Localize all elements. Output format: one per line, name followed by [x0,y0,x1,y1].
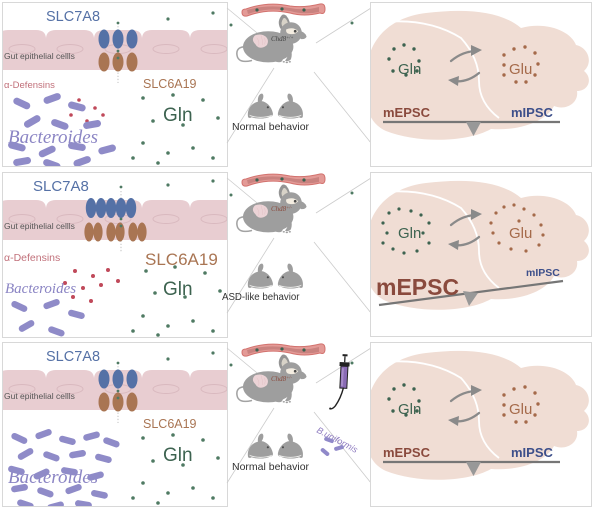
svg-text:Glu: Glu [509,225,532,242]
svg-text:Gln: Gln [163,445,193,466]
svg-text:ASD-like behavior: ASD-like behavior [222,292,300,303]
svg-text:SLC6A19: SLC6A19 [143,77,197,91]
svg-text:SLC6A19: SLC6A19 [145,250,218,269]
svg-text:Glu: Glu [509,401,532,418]
svg-text:Gln: Gln [163,105,193,126]
svg-text:Glu: Glu [509,61,532,78]
svg-text:Gut epithelial cellls: Gut epithelial cellls [4,391,75,401]
svg-text:mEPSC: mEPSC [383,445,431,460]
svg-text:mEPSC: mEPSC [383,105,431,120]
svg-text:SLC7A8: SLC7A8 [46,9,100,25]
svg-text:mIPSC: mIPSC [511,105,554,120]
svg-text:Normal behavior: Normal behavior [232,461,310,473]
svg-text:α-Defensins: α-Defensins [4,80,55,91]
svg-text:α-Defensins: α-Defensins [4,252,60,264]
svg-text:SLC7A8: SLC7A8 [46,349,100,365]
svg-text:Gln: Gln [163,279,193,300]
svg-text:SLC6A19: SLC6A19 [143,417,197,431]
svg-text:SLC7A8: SLC7A8 [33,178,89,195]
svg-text:Gln: Gln [398,401,421,418]
svg-text:Normal behavior: Normal behavior [232,121,310,133]
svg-text:Gut epithelial cellls: Gut epithelial cellls [4,221,75,231]
svg-text:mIPSC: mIPSC [526,267,560,279]
svg-text:Bacteroides: Bacteroides [5,281,76,297]
svg-text:mEPSC: mEPSC [376,274,459,300]
svg-text:Gln: Gln [398,61,421,78]
svg-text:Gln: Gln [398,225,421,242]
svg-text:mIPSC: mIPSC [511,445,554,460]
svg-text:Gut epithelial cellls: Gut epithelial cellls [4,51,75,61]
